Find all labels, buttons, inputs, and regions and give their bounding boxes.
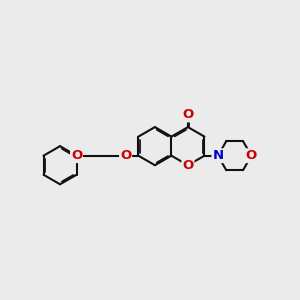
Text: O: O [182,109,194,122]
Text: O: O [182,159,194,172]
Text: N: N [212,149,224,162]
Text: O: O [120,149,131,162]
Text: O: O [246,149,257,162]
Text: O: O [71,149,82,162]
